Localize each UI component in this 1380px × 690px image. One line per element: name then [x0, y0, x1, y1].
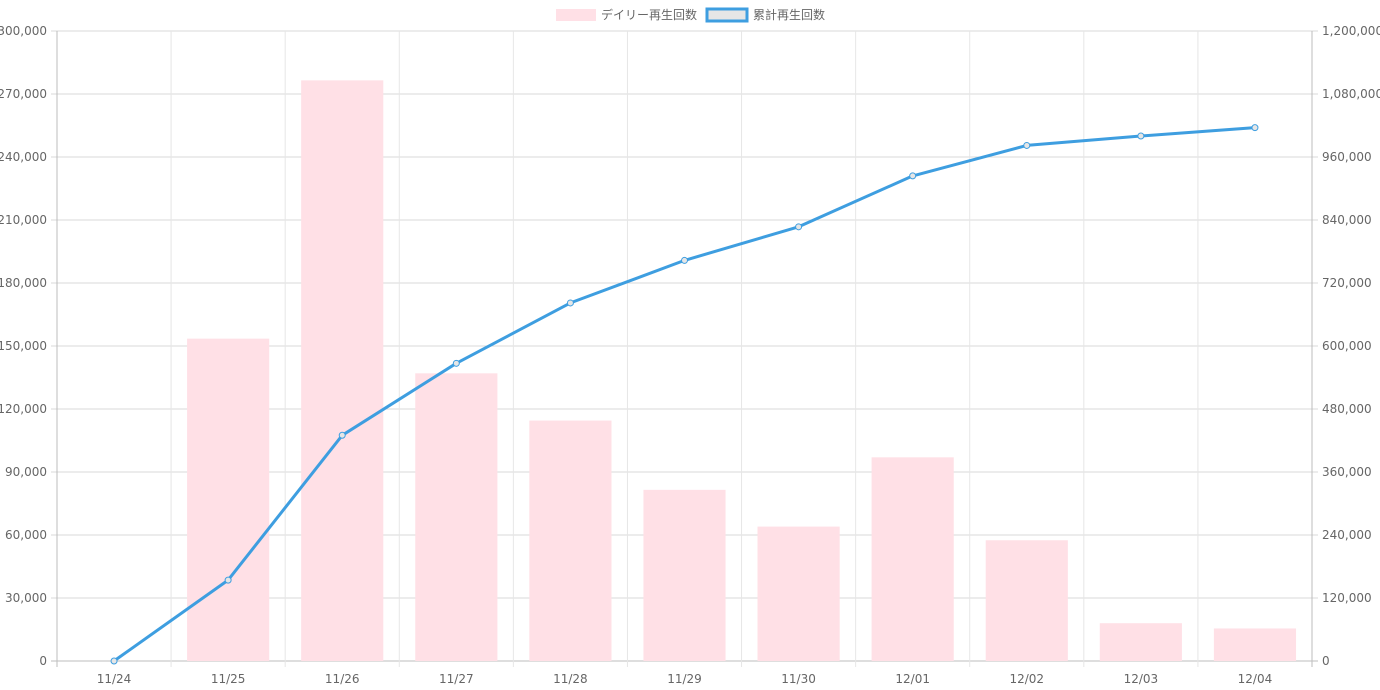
x-tick-label: 12/04 [1238, 672, 1273, 686]
y-left-tick-label: 60,000 [5, 528, 47, 542]
y-right-tick-label: 1,080,000 [1322, 87, 1380, 101]
point-cumulative[interactable] [909, 172, 917, 180]
bar-daily[interactable] [1213, 628, 1297, 661]
x-tick-label: 11/29 [667, 672, 702, 686]
point-cumulative[interactable] [795, 223, 803, 231]
x-tick-label: 11/24 [97, 672, 132, 686]
bar-daily[interactable] [415, 373, 498, 661]
x-tick-label: 11/26 [325, 672, 360, 686]
point-cumulative[interactable] [1251, 124, 1259, 132]
point-cumulative[interactable] [681, 256, 688, 264]
bar-daily[interactable] [529, 420, 612, 661]
y-left-tick-label: 210,000 [0, 213, 47, 227]
y-right-tick-label: 360,000 [1322, 465, 1372, 479]
bar-daily[interactable] [871, 457, 954, 661]
y-left-tick-label: 300,000 [0, 24, 47, 38]
y-left-tick-label: 180,000 [0, 276, 47, 290]
point-cumulative[interactable] [1137, 132, 1145, 140]
point-cumulative[interactable] [1023, 141, 1031, 149]
y-right-tick-label: 960,000 [1322, 150, 1372, 164]
x-tick-label: 11/30 [781, 672, 816, 686]
x-tick-label: 12/02 [1009, 672, 1044, 686]
bar-series [187, 80, 1297, 662]
bar-daily[interactable] [301, 80, 384, 662]
point-cumulative[interactable] [566, 299, 574, 307]
y-left-tick-label: 240,000 [0, 150, 47, 164]
y-right-tick-label: 240,000 [1322, 528, 1372, 542]
y-right-tick-label: 600,000 [1322, 339, 1372, 353]
point-cumulative[interactable] [452, 359, 460, 367]
bar-daily[interactable] [757, 526, 840, 661]
y-left-tick-label: 0 [39, 654, 47, 668]
bar-daily[interactable] [643, 489, 726, 661]
line-series [110, 124, 1259, 665]
y-left-tick-label: 90,000 [5, 465, 47, 479]
y-right-tick-label: 720,000 [1322, 276, 1372, 290]
y-left-tick-label: 150,000 [0, 339, 47, 353]
x-tick-label: 12/03 [1124, 672, 1159, 686]
x-tick-label: 12/01 [895, 672, 930, 686]
bar-daily[interactable] [985, 540, 1068, 661]
bar-daily[interactable] [1099, 623, 1182, 661]
legend-label-cumulative[interactable]: 累計再生回数 [753, 7, 825, 22]
legend-swatch-daily[interactable] [556, 9, 596, 21]
y-left-tick-label: 270,000 [0, 87, 47, 101]
x-tick-label: 11/27 [439, 672, 474, 686]
legend-label-daily[interactable]: デイリー再生回数 [601, 7, 697, 22]
bar-daily[interactable] [187, 338, 270, 661]
y-right-tick-label: 840,000 [1322, 213, 1372, 227]
legend[interactable]: デイリー再生回数 累計再生回数 [556, 7, 825, 23]
x-tick-label: 11/28 [553, 672, 588, 686]
y-right-tick-label: 1,200,000 [1322, 24, 1380, 38]
y-left-tick-label: 120,000 [0, 402, 47, 416]
point-cumulative[interactable] [338, 431, 346, 439]
y-right-tick-label: 120,000 [1322, 591, 1372, 605]
y-right-tick-label: 0 [1322, 654, 1330, 668]
point-cumulative[interactable] [110, 657, 118, 665]
y-left-tick-label: 30,000 [5, 591, 47, 605]
x-tick-label: 11/25 [211, 672, 246, 686]
axes: 0 30,000 60,000 90,000 120,000 150,000 180,000… [0, 24, 1380, 686]
y-right-tick-label: 480,000 [1322, 402, 1372, 416]
legend-swatch-cumulative[interactable] [705, 7, 749, 23]
point-cumulative[interactable] [224, 576, 232, 584]
